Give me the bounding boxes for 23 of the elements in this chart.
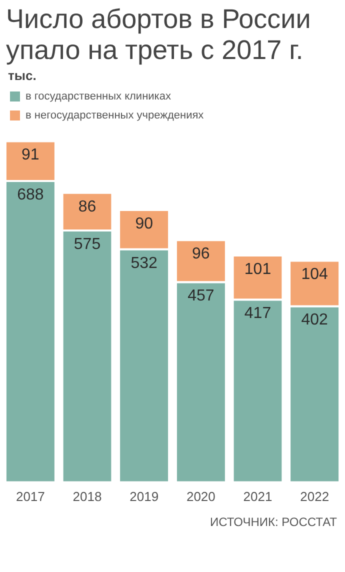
x-tick-label: 2020: [186, 488, 216, 504]
x-tick-label: 2019: [130, 488, 159, 504]
data-label: 688: [17, 186, 44, 204]
data-label: 90: [135, 215, 154, 232]
data-label: 402: [301, 312, 328, 329]
data-label: 575: [74, 236, 101, 253]
legend-label: в государственных клиниках: [26, 90, 172, 103]
x-tick-label: 2022: [300, 488, 330, 504]
data-label: 417: [244, 305, 272, 322]
data-label: 104: [301, 266, 328, 284]
data-label: 532: [130, 254, 158, 272]
data-label: 91: [22, 146, 40, 164]
data-label: 457: [188, 288, 214, 305]
chart-title: Число абортов в России упало на треть с 2017 г.: [5, 3, 312, 66]
data-label: 86: [78, 198, 96, 216]
x-tick-label: 2018: [72, 488, 102, 504]
text: ИСТОЧНИК: РОССТАТ: [208, 514, 338, 531]
data-label: 101: [244, 260, 272, 278]
y-axis-title: тыс.: [7, 67, 38, 83]
legend-label: в негосударственных учреждениях: [26, 110, 204, 122]
data-label: 96: [192, 246, 210, 263]
x-tick-label: 2021: [243, 488, 272, 504]
x-tick-label: 2017: [16, 488, 45, 504]
